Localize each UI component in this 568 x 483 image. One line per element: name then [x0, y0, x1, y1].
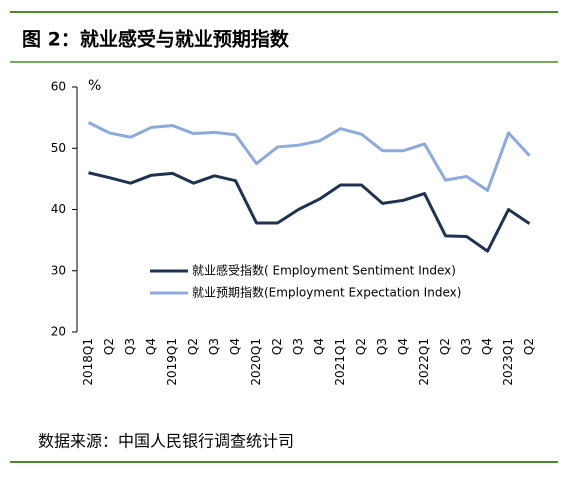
y-unit: % [88, 78, 101, 94]
x-tick-label: Q3 [207, 338, 221, 355]
y-tick-label: 20 [51, 325, 66, 339]
y-tick-label: 40 [51, 202, 66, 216]
x-tick-label: Q4 [228, 338, 242, 355]
x-tick-label: Q3 [123, 338, 137, 355]
y-tick-label: 50 [51, 141, 66, 155]
x-tick-label: 2022Q1 [417, 338, 431, 386]
x-tick-label: Q3 [291, 338, 305, 355]
x-tick-label: Q2 [354, 338, 368, 355]
x-tick-label: 2021Q1 [333, 338, 347, 386]
x-tick-label: 2023Q1 [501, 338, 515, 386]
y-tick-label: 30 [51, 263, 66, 277]
x-tick-label: Q2 [186, 338, 200, 355]
x-tick-label: Q4 [312, 338, 326, 355]
x-tick-label: Q3 [375, 338, 389, 355]
y-tick-label: 60 [51, 80, 66, 94]
x-tick-label: Q3 [459, 338, 473, 355]
x-tick-label: Q4 [396, 338, 410, 355]
x-tick-label: Q4 [480, 338, 494, 355]
legend-label: 就业感受指数( Employment Sentiment Index) [192, 263, 456, 278]
chart-title: 图 2：就业感受与就业预期指数 [22, 28, 290, 51]
x-tick-label: 2019Q1 [165, 338, 179, 386]
x-tick-label: Q4 [144, 338, 158, 355]
x-tick-label: 2018Q1 [81, 338, 95, 386]
x-tick-label: Q2 [102, 338, 116, 355]
x-tick-label: Q2 [270, 338, 284, 355]
x-tick-label: 2020Q1 [249, 338, 263, 386]
series-line [88, 171, 531, 253]
source: 数据来源：中国人民银行调查统计司 [38, 432, 294, 451]
x-tick-label: Q2 [522, 338, 536, 355]
legend-label: 就业预期指数(Employment Expectation Index) [192, 285, 461, 300]
x-tick-label: Q2 [438, 338, 452, 355]
series-line [87, 121, 531, 193]
